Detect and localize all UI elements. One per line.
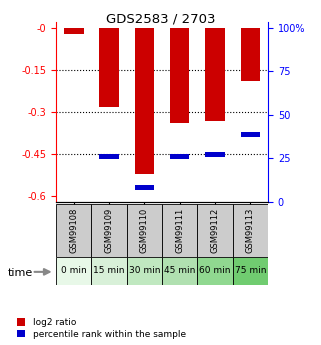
Bar <box>135 28 154 174</box>
Legend: log2 ratio, percentile rank within the sample: log2 ratio, percentile rank within the s… <box>17 318 186 339</box>
Bar <box>127 204 162 257</box>
Text: GSM99110: GSM99110 <box>140 208 149 253</box>
Text: GSM99113: GSM99113 <box>246 208 255 253</box>
Bar <box>56 204 91 257</box>
Bar <box>135 185 154 190</box>
Bar <box>241 28 260 81</box>
Bar <box>170 28 189 123</box>
Bar <box>205 152 225 157</box>
Bar <box>170 155 189 159</box>
Text: 60 min: 60 min <box>199 266 231 275</box>
Bar <box>162 204 197 257</box>
Text: GSM99109: GSM99109 <box>105 208 114 253</box>
Bar <box>197 257 233 285</box>
Bar <box>233 257 268 285</box>
Text: GSM99112: GSM99112 <box>211 208 220 253</box>
Bar <box>91 204 127 257</box>
Bar <box>64 28 83 33</box>
Bar <box>127 257 162 285</box>
Text: 30 min: 30 min <box>129 266 160 275</box>
Bar <box>241 132 260 137</box>
Text: time: time <box>8 268 33 277</box>
Bar <box>56 257 91 285</box>
Bar <box>100 155 119 159</box>
Text: GDS2583 / 2703: GDS2583 / 2703 <box>106 12 215 25</box>
Bar <box>205 28 225 120</box>
Bar <box>91 257 127 285</box>
Text: GSM99108: GSM99108 <box>69 208 78 253</box>
Text: GSM99111: GSM99111 <box>175 208 184 253</box>
Text: 15 min: 15 min <box>93 266 125 275</box>
Text: 45 min: 45 min <box>164 266 195 275</box>
Bar <box>100 28 119 107</box>
Text: 75 min: 75 min <box>235 266 266 275</box>
Bar <box>197 204 233 257</box>
Text: 0 min: 0 min <box>61 266 87 275</box>
Bar <box>233 204 268 257</box>
Bar <box>162 257 197 285</box>
